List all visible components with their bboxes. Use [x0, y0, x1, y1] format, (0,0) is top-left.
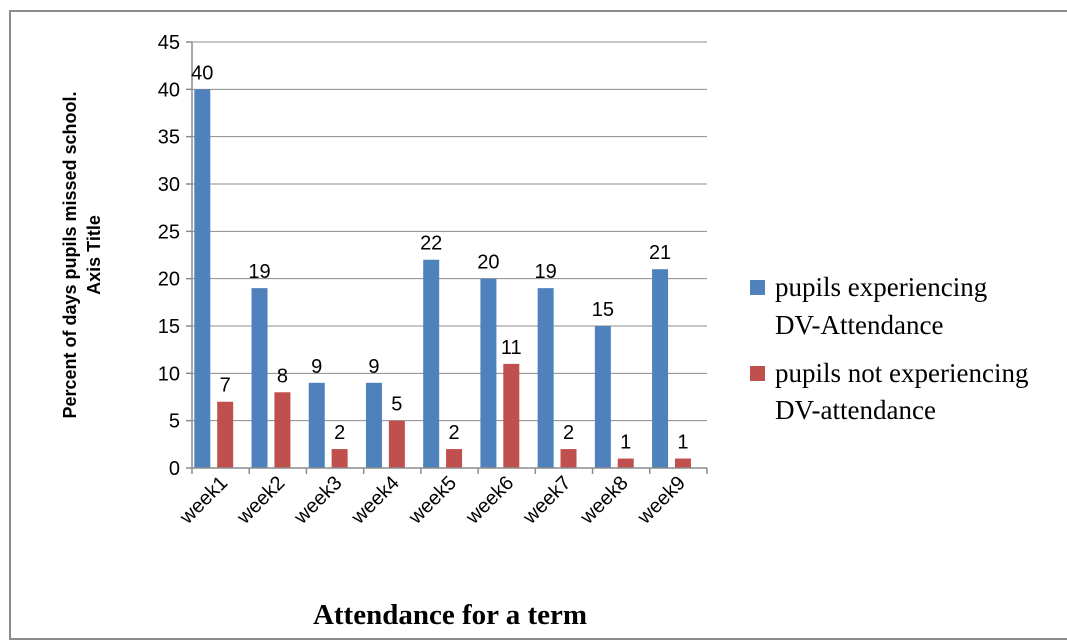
- x-tick-label: week9: [633, 472, 690, 529]
- y-tick-label: 5: [169, 411, 180, 433]
- data-label-series-2-week7: 2: [563, 422, 574, 444]
- legend-label-series-2-line-1: pupils not experiencing: [775, 358, 1028, 388]
- data-label-series-1-week8: 15: [592, 299, 614, 321]
- data-label-series-1-week9: 21: [649, 242, 671, 264]
- bars: [194, 89, 691, 468]
- bar-series-2-week8: [617, 458, 634, 468]
- x-tick-label: week6: [461, 472, 518, 529]
- bar-series-1-week8: [594, 326, 611, 468]
- bar-series-2-week1: [217, 401, 234, 468]
- data-label-series-1-week1: 40: [191, 62, 213, 84]
- legend-label-series-1-line-1: pupils experiencing: [775, 272, 987, 302]
- y-tick-label: 25: [158, 221, 180, 243]
- bar-series-1-week5: [423, 259, 440, 468]
- bar-series-1-week2: [251, 288, 268, 468]
- bar-series-1-week1: [194, 89, 211, 468]
- data-label-series-1-week7: 19: [535, 261, 557, 283]
- y-tick-label: 30: [158, 174, 180, 196]
- data-label-series-2-week9: 1: [677, 432, 688, 454]
- x-tick-label: week3: [289, 472, 346, 529]
- data-label-series-1-week4: 9: [368, 356, 379, 378]
- x-tick-label: week5: [404, 472, 461, 529]
- data-label-series-1-week6: 20: [477, 252, 499, 274]
- bar-series-1-week6: [480, 278, 497, 468]
- bar-series-2-week7: [560, 449, 577, 468]
- legend-swatch-series-2: [750, 366, 765, 381]
- bar-series-2-week3: [331, 449, 348, 468]
- data-label-series-2-week1: 7: [220, 375, 231, 397]
- x-tick-label: week2: [232, 472, 289, 529]
- bar-series-2-week4: [388, 420, 405, 468]
- y-tick-label: 0: [169, 458, 180, 480]
- bar-series-2-week6: [503, 363, 520, 468]
- bar-series-2-week2: [274, 392, 291, 468]
- data-label-series-1-week3: 9: [311, 356, 322, 378]
- legend-label-series-2-line-2: DV-attendance: [775, 395, 936, 425]
- x-tick-labels: week1 week2 week3 week4 week5 week6 week7 week8…: [175, 472, 690, 529]
- y-tick-labels: 0 5 10 15 20 25 30 35 40 45: [158, 32, 180, 480]
- data-label-series-2-week6: 11: [501, 337, 522, 359]
- data-label-series-2-week3: 2: [334, 422, 345, 444]
- data-label-series-2-week4: 5: [391, 394, 402, 416]
- x-axis-title: Attendance for a term: [313, 599, 587, 631]
- data-label-series-2-week5: 2: [449, 422, 460, 444]
- data-label-series-2-week2: 8: [277, 365, 288, 387]
- bar-series-1-week9: [652, 269, 669, 468]
- x-tick-label: week8: [576, 472, 633, 529]
- legend: pupils experiencing DV-Attendance pupils…: [750, 272, 1028, 425]
- data-label-series-1-week5: 22: [420, 233, 442, 255]
- bar-series-1-week3: [308, 382, 325, 468]
- y-tick-label: 20: [158, 269, 180, 291]
- y-tick-label: 15: [158, 316, 180, 338]
- bar-series-1-week4: [365, 382, 382, 468]
- y-axis-title-line-1: Percent of days pupils missed school.: [60, 91, 80, 418]
- y-axis-title-line-2: Axis Title: [84, 215, 104, 295]
- y-axis-title: Percent of days pupils missed school. Ax…: [60, 91, 104, 418]
- x-tick-label: week4: [347, 472, 404, 529]
- bar-series-2-week5: [446, 449, 463, 468]
- legend-label-series-1-line-2: DV-Attendance: [775, 310, 943, 340]
- bar-series-2-week9: [674, 458, 691, 468]
- x-tick-label: week7: [518, 472, 575, 529]
- bar-series-1-week7: [537, 288, 554, 468]
- y-tick-label: 35: [158, 127, 180, 149]
- x-tick-label: week1: [175, 472, 232, 529]
- y-tick-label: 40: [158, 79, 180, 101]
- y-tick-label: 10: [158, 363, 180, 385]
- data-label-series-2-week8: 1: [620, 432, 631, 454]
- y-tick-label: 45: [158, 32, 180, 54]
- legend-swatch-series-1: [750, 280, 765, 295]
- data-label-series-1-week2: 19: [248, 261, 270, 283]
